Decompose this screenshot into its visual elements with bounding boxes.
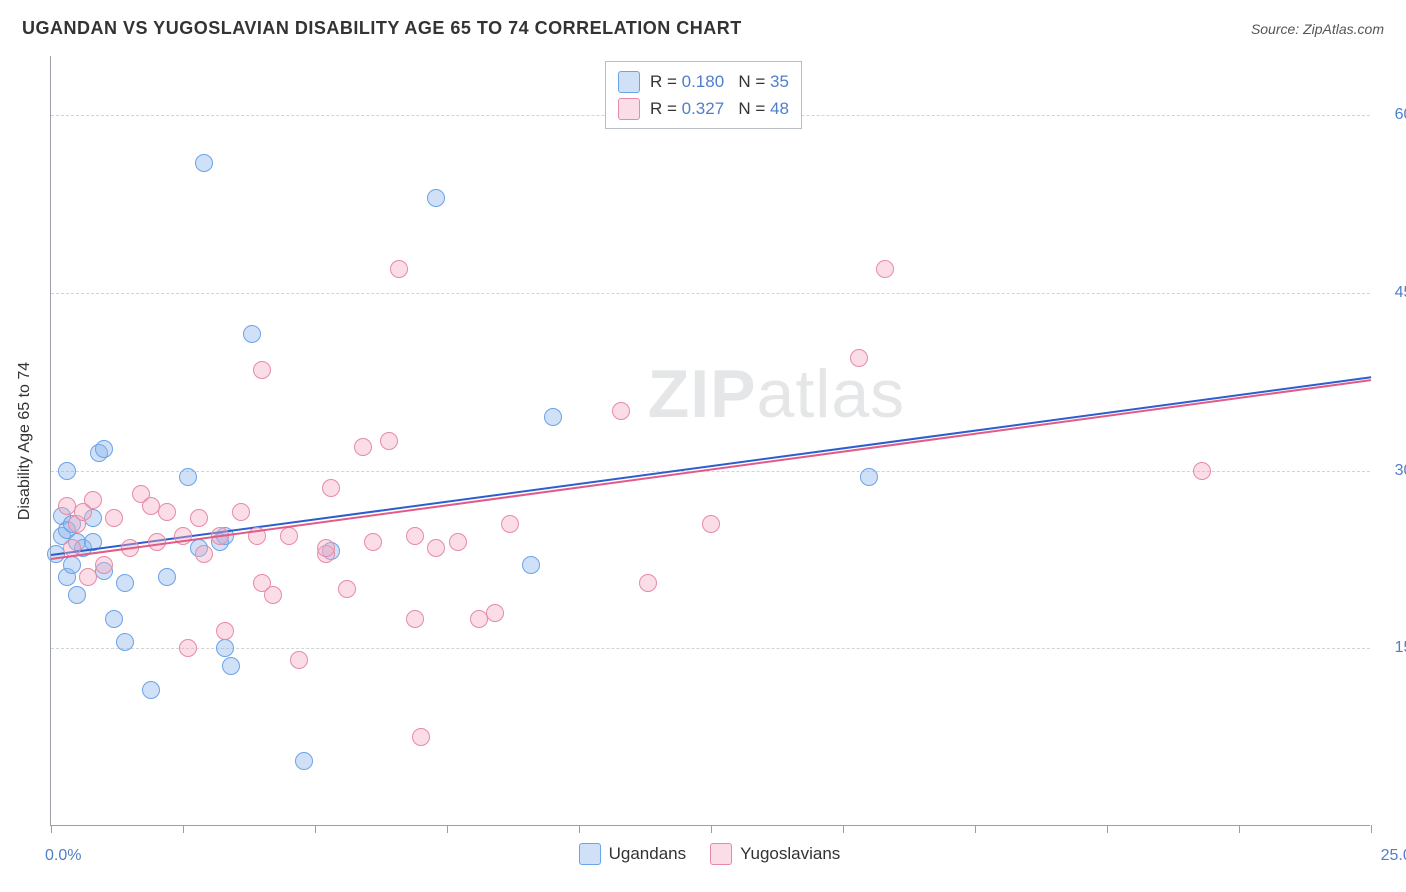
scatter-point-ugandans xyxy=(427,189,445,207)
scatter-point-yugoslavians xyxy=(364,533,382,551)
scatter-point-yugoslavians xyxy=(1193,462,1211,480)
x-tick xyxy=(183,825,184,833)
stats-legend-text: R = 0.180 N = 35 xyxy=(650,68,789,95)
scatter-point-yugoslavians xyxy=(406,527,424,545)
scatter-point-ugandans xyxy=(142,681,160,699)
legend-swatch-yugoslavians xyxy=(710,843,732,865)
scatter-point-ugandans xyxy=(68,586,86,604)
scatter-point-yugoslavians xyxy=(338,580,356,598)
chart-title: UGANDAN VS YUGOSLAVIAN DISABILITY AGE 65… xyxy=(22,18,742,39)
y-tick-label: 30.0% xyxy=(1380,462,1406,480)
gridline-h xyxy=(51,648,1370,649)
scatter-point-ugandans xyxy=(58,462,76,480)
scatter-point-yugoslavians xyxy=(486,604,504,622)
watermark: ZIPatlas xyxy=(648,355,905,433)
scatter-point-yugoslavians xyxy=(406,610,424,628)
scatter-point-yugoslavians xyxy=(105,509,123,527)
scatter-point-ugandans xyxy=(195,154,213,172)
chart-source: Source: ZipAtlas.com xyxy=(1251,21,1384,37)
scatter-point-ugandans xyxy=(216,639,234,657)
x-tick xyxy=(1371,825,1372,833)
legend-swatch-ugandans xyxy=(579,843,601,865)
x-tick-label: 0.0% xyxy=(45,847,81,865)
scatter-point-ugandans xyxy=(116,633,134,651)
scatter-point-yugoslavians xyxy=(501,515,519,533)
series-legend-item-yugoslavians: Yugoslavians xyxy=(710,843,840,865)
y-tick-label: 15.0% xyxy=(1380,639,1406,657)
scatter-point-yugoslavians xyxy=(390,260,408,278)
scatter-point-ugandans xyxy=(222,657,240,675)
scatter-point-ugandans xyxy=(105,610,123,628)
scatter-point-ugandans xyxy=(116,574,134,592)
scatter-point-ugandans xyxy=(544,408,562,426)
scatter-point-yugoslavians xyxy=(427,539,445,557)
plot-wrap: Disability Age 65 to 74 15.0%30.0%45.0%6… xyxy=(50,56,1370,826)
scatter-point-yugoslavians xyxy=(412,728,430,746)
legend-swatch-yugoslavians xyxy=(618,98,640,120)
scatter-point-yugoslavians xyxy=(216,622,234,640)
scatter-point-ugandans xyxy=(95,440,113,458)
scatter-point-yugoslavians xyxy=(354,438,372,456)
scatter-point-yugoslavians xyxy=(612,402,630,420)
stats-legend-text: R = 0.327 N = 48 xyxy=(650,95,789,122)
x-tick xyxy=(1107,825,1108,833)
scatter-point-ugandans xyxy=(522,556,540,574)
y-tick-label: 60.0% xyxy=(1380,106,1406,124)
gridline-h xyxy=(51,471,1370,472)
scatter-point-yugoslavians xyxy=(158,503,176,521)
x-tick xyxy=(711,825,712,833)
scatter-point-ugandans xyxy=(179,468,197,486)
scatter-point-yugoslavians xyxy=(79,568,97,586)
stats-legend-row: R = 0.180 N = 35 xyxy=(618,68,789,95)
scatter-point-ugandans xyxy=(243,325,261,343)
x-tick xyxy=(315,825,316,833)
scatter-point-yugoslavians xyxy=(850,349,868,367)
title-bar: UGANDAN VS YUGOSLAVIAN DISABILITY AGE 65… xyxy=(22,18,1384,39)
x-tick xyxy=(975,825,976,833)
scatter-point-yugoslavians xyxy=(148,533,166,551)
legend-swatch-ugandans xyxy=(618,71,640,93)
series-legend-item-ugandans: Ugandans xyxy=(579,843,687,865)
scatter-point-yugoslavians xyxy=(232,503,250,521)
x-tick xyxy=(843,825,844,833)
scatter-point-ugandans xyxy=(295,752,313,770)
scatter-point-yugoslavians xyxy=(190,509,208,527)
y-axis-label: Disability Age 65 to 74 xyxy=(16,362,34,520)
x-tick xyxy=(1239,825,1240,833)
gridline-h xyxy=(51,293,1370,294)
scatter-point-yugoslavians xyxy=(179,639,197,657)
stats-legend-row: R = 0.327 N = 48 xyxy=(618,95,789,122)
stats-legend: R = 0.180 N = 35R = 0.327 N = 48 xyxy=(605,61,802,129)
x-tick xyxy=(447,825,448,833)
scatter-point-yugoslavians xyxy=(253,361,271,379)
scatter-point-yugoslavians xyxy=(195,545,213,563)
scatter-point-yugoslavians xyxy=(317,539,335,557)
plot-area: 15.0%30.0%45.0%60.0%0.0%25.0%ZIPatlasR =… xyxy=(50,56,1370,826)
scatter-point-yugoslavians xyxy=(449,533,467,551)
x-tick xyxy=(579,825,580,833)
scatter-point-yugoslavians xyxy=(95,556,113,574)
scatter-point-yugoslavians xyxy=(84,491,102,509)
series-legend-label: Yugoslavians xyxy=(740,844,840,864)
scatter-point-yugoslavians xyxy=(702,515,720,533)
scatter-point-yugoslavians xyxy=(280,527,298,545)
scatter-point-yugoslavians xyxy=(322,479,340,497)
x-tick-label: 25.0% xyxy=(1381,847,1406,865)
scatter-point-ugandans xyxy=(158,568,176,586)
scatter-point-ugandans xyxy=(63,556,81,574)
scatter-point-ugandans xyxy=(860,468,878,486)
scatter-point-yugoslavians xyxy=(639,574,657,592)
y-tick-label: 45.0% xyxy=(1380,284,1406,302)
x-tick xyxy=(51,825,52,833)
scatter-point-yugoslavians xyxy=(264,586,282,604)
series-legend-label: Ugandans xyxy=(609,844,687,864)
scatter-point-yugoslavians xyxy=(876,260,894,278)
series-legend: Ugandans Yugoslavians xyxy=(579,843,841,865)
scatter-point-yugoslavians xyxy=(290,651,308,669)
scatter-point-yugoslavians xyxy=(380,432,398,450)
